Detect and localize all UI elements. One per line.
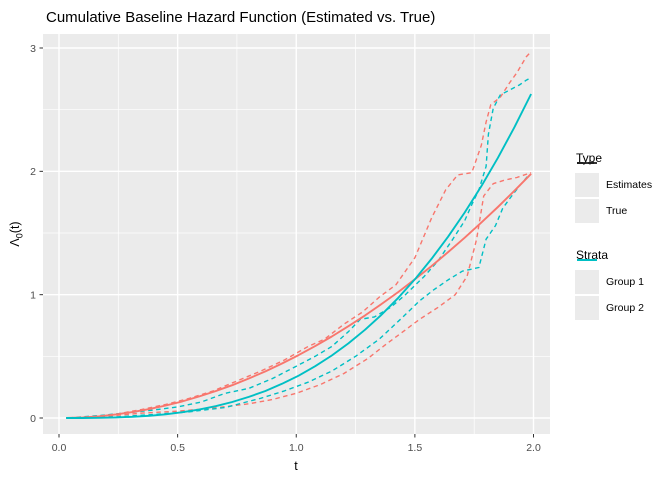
y-tick-label: 3 [30, 43, 36, 55]
estimates-key [575, 162, 599, 197]
y-axis-title: Λ0(t) [8, 221, 25, 246]
y-tick-label: 2 [30, 166, 36, 178]
x-tick-label: 0.5 [170, 442, 185, 454]
legend-label-group1: Group 1 [606, 276, 644, 288]
series-group2-estimate-b [68, 174, 530, 419]
legend-label-estimates: Estimates [606, 179, 653, 191]
legend-item-group1: Group 1 [575, 259, 672, 294]
x-axis-title: t [294, 459, 298, 473]
y-axis-title-sub: 0 [14, 233, 25, 239]
group2-line-sample-icon [577, 259, 597, 261]
true-key [575, 162, 599, 223]
y-axis-title-main: Λ [7, 238, 22, 247]
y-tick-label: 0 [30, 413, 36, 425]
series-lines [66, 51, 532, 419]
legend-strata: Strata Group 1 Group 2 [575, 248, 672, 321]
y-tick-label: 1 [30, 289, 36, 301]
series-group2-true [66, 93, 532, 419]
legend-type: Type Estimates True [575, 151, 672, 224]
legend-strata-title: Strata [576, 248, 609, 262]
plot-title: Cumulative Baseline Hazard Function (Est… [46, 9, 436, 26]
x-tick-label: 1.5 [408, 442, 423, 454]
axis-tick-labels: 0.0 0.5 1.0 1.5 2.0 0 1 2 3 [30, 43, 541, 454]
x-tick-label: 0.0 [52, 442, 67, 454]
group2-key [575, 259, 599, 320]
legend-label-group2: Group 2 [606, 301, 644, 314]
legend-item-group2: Group 2 [575, 259, 672, 320]
x-tick-label: 2.0 [526, 442, 541, 454]
legend-type-title: Type [576, 151, 603, 165]
axis-ticks [39, 47, 534, 438]
major-gridlines [43, 34, 550, 434]
series-group1-estimate-a [68, 51, 532, 419]
legend-label-true: True [606, 204, 628, 217]
x-tick-label: 1.0 [289, 442, 304, 454]
legend-item-true: True [575, 162, 672, 223]
y-axis-title-rest: (t) [7, 221, 22, 234]
legend-item-estimates: Estimates [575, 162, 672, 197]
series-group1-true [66, 173, 532, 419]
solid-line-sample-icon [577, 162, 597, 164]
group1-key [575, 259, 599, 294]
